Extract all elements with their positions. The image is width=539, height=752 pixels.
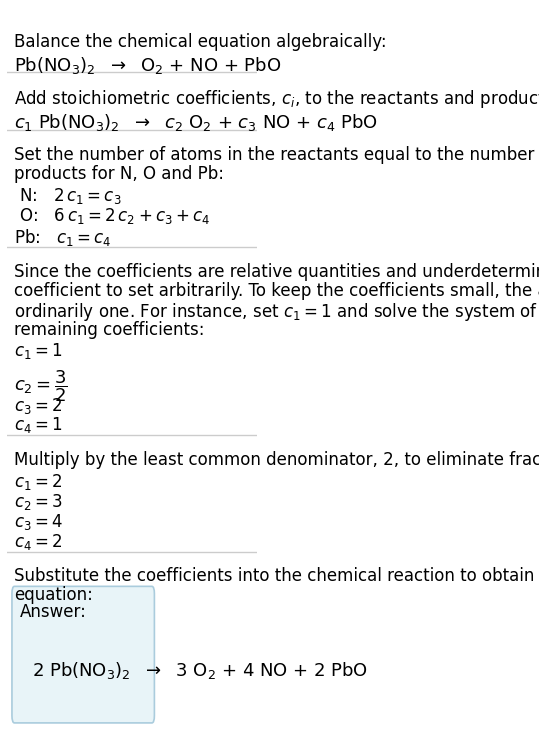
FancyBboxPatch shape: [12, 587, 154, 723]
Text: $c_2 = 3$: $c_2 = 3$: [15, 492, 63, 512]
Text: N:   $2\,c_1 = c_3$: N: $2\,c_1 = c_3$: [15, 186, 122, 205]
Text: $c_4 = 2$: $c_4 = 2$: [15, 532, 63, 552]
Text: Since the coefficients are relative quantities and underdetermined, choose a: Since the coefficients are relative quan…: [15, 263, 539, 281]
Text: equation:: equation:: [15, 587, 93, 605]
Text: $c_4 = 1$: $c_4 = 1$: [15, 415, 63, 435]
Text: Answer:: Answer:: [19, 603, 86, 621]
Text: $c_3 = 2$: $c_3 = 2$: [15, 396, 63, 416]
Text: $c_1 = 2$: $c_1 = 2$: [15, 472, 63, 492]
Text: Pb:   $c_1 = c_4$: Pb: $c_1 = c_4$: [15, 227, 112, 248]
Text: remaining coefficients:: remaining coefficients:: [15, 320, 205, 338]
Text: Set the number of atoms in the reactants equal to the number of atoms in the: Set the number of atoms in the reactants…: [15, 146, 539, 164]
Text: $c_1$ Pb(NO$_3$)$_2$  $\rightarrow$  $c_2$ O$_2$ + $c_3$ NO + $c_4$ PbO: $c_1$ Pb(NO$_3$)$_2$ $\rightarrow$ $c_2$…: [15, 112, 378, 133]
Text: $c_1 = 1$: $c_1 = 1$: [15, 341, 63, 360]
Text: $c_2 = \dfrac{3}{2}$: $c_2 = \dfrac{3}{2}$: [15, 368, 68, 405]
Text: Substitute the coefficients into the chemical reaction to obtain the balanced: Substitute the coefficients into the che…: [15, 567, 539, 585]
Text: Balance the chemical equation algebraically:: Balance the chemical equation algebraica…: [15, 33, 387, 51]
Text: coefficient to set arbitrarily. To keep the coefficients small, the arbitrary va: coefficient to set arbitrarily. To keep …: [15, 282, 539, 300]
Text: products for N, O and Pb:: products for N, O and Pb:: [15, 165, 224, 183]
Text: Pb(NO$_3$)$_2$  $\rightarrow$  O$_2$ + NO + PbO: Pb(NO$_3$)$_2$ $\rightarrow$ O$_2$ + NO …: [15, 55, 282, 76]
Text: Multiply by the least common denominator, 2, to eliminate fractional coefficient: Multiply by the least common denominator…: [15, 450, 539, 468]
Text: Add stoichiometric coefficients, $c_i$, to the reactants and products:: Add stoichiometric coefficients, $c_i$, …: [15, 88, 539, 110]
Text: 2 Pb(NO$_3$)$_2$  $\rightarrow$  3 O$_2$ + 4 NO + 2 PbO: 2 Pb(NO$_3$)$_2$ $\rightarrow$ 3 O$_2$ +…: [32, 660, 368, 681]
Text: O:   $6\,c_1 = 2\,c_2 + c_3 + c_4$: O: $6\,c_1 = 2\,c_2 + c_3 + c_4$: [15, 206, 211, 226]
Text: $c_3 = 4$: $c_3 = 4$: [15, 512, 64, 532]
Text: ordinarily one. For instance, set $c_1 = 1$ and solve the system of equations fo: ordinarily one. For instance, set $c_1 =…: [15, 302, 539, 323]
